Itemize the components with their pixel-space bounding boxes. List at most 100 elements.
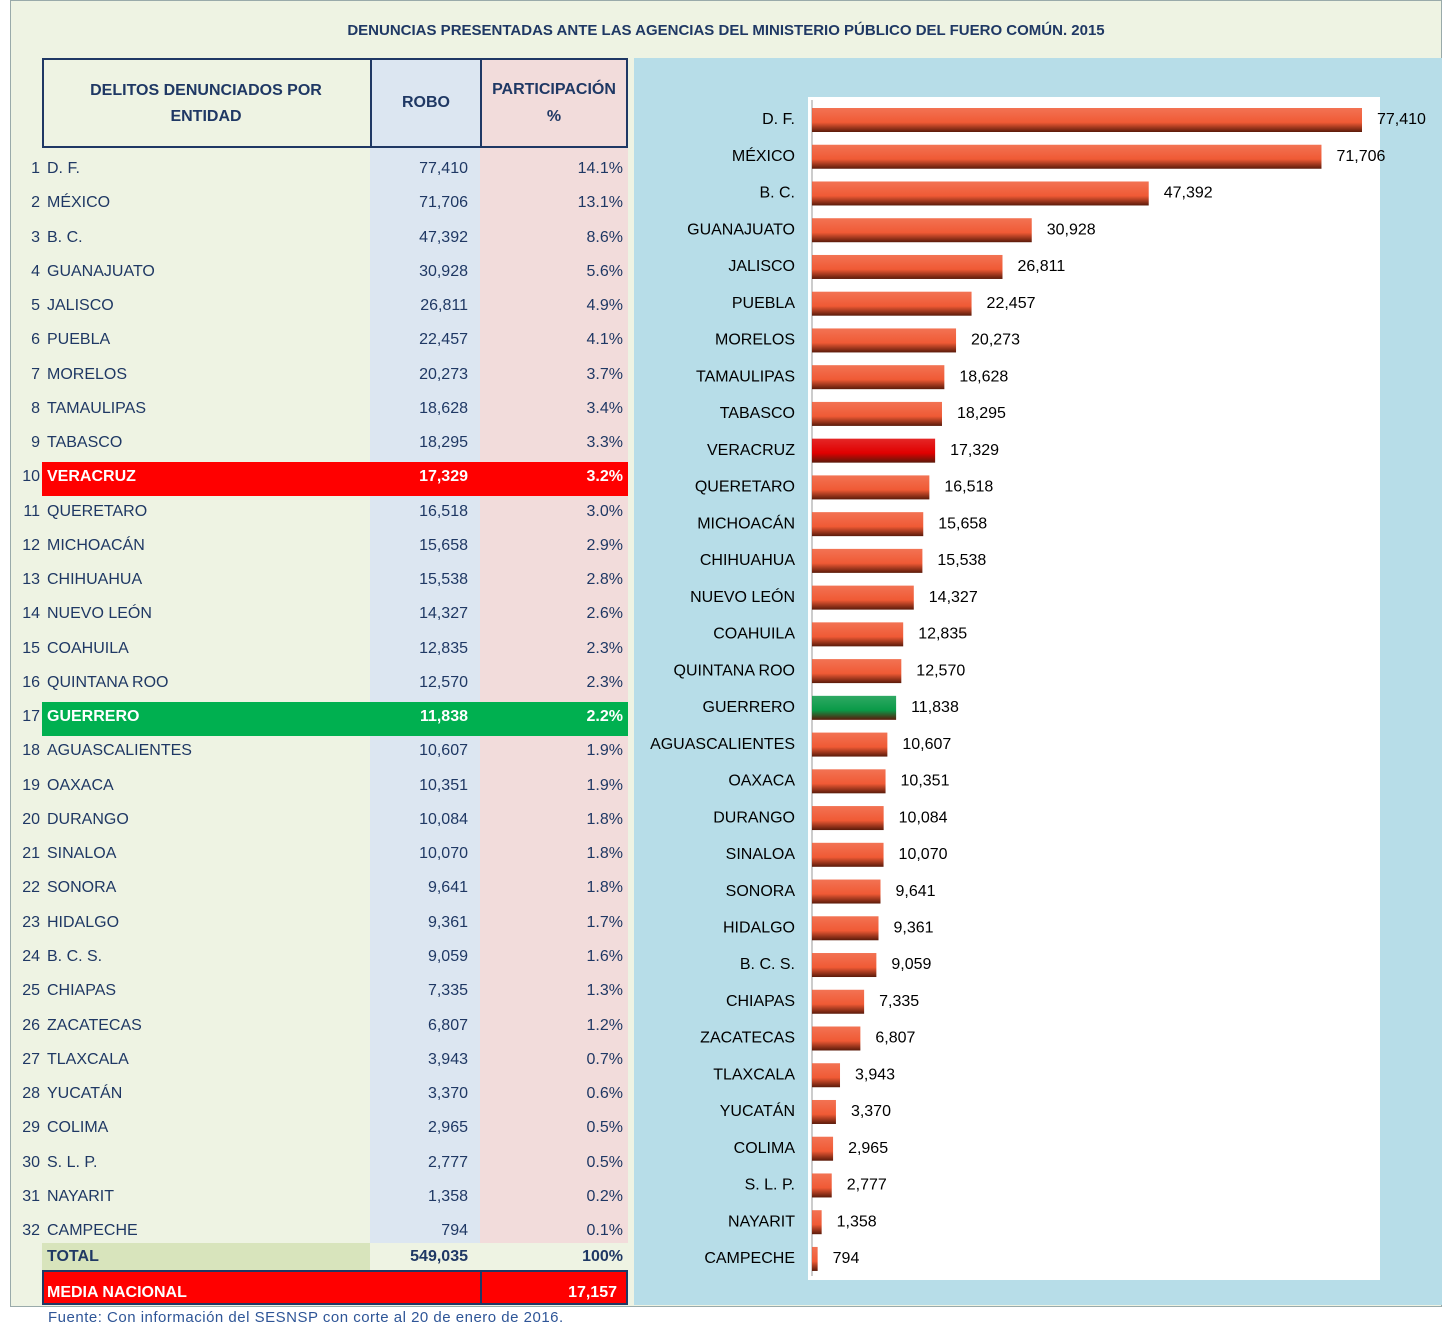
row-name: GUERRERO xyxy=(47,708,140,726)
row-name: CHIAPAS xyxy=(47,982,117,1000)
divider xyxy=(370,58,372,148)
bar xyxy=(812,695,897,720)
row-robo: 47,392 xyxy=(419,228,468,246)
row-name: MORELOS xyxy=(47,365,128,383)
row-name: ZACATECAS xyxy=(47,1016,142,1034)
row-pct: 0.6% xyxy=(586,1085,623,1103)
row-pct: 0.5% xyxy=(586,1153,623,1171)
row-robo: 77,410 xyxy=(419,160,468,177)
row-pct: 0.7% xyxy=(586,1050,623,1068)
row-number: 27 xyxy=(22,1050,40,1068)
row-name: QUINTANA ROO xyxy=(47,673,169,691)
row-robo: 9,641 xyxy=(427,879,468,897)
row-robo: 15,658 xyxy=(419,536,468,554)
row-pct: 1.8% xyxy=(586,810,623,828)
row-robo: 14,327 xyxy=(419,605,468,623)
bar xyxy=(812,1210,822,1235)
row-number: 29 xyxy=(22,1119,40,1137)
row-number: 15 xyxy=(22,639,40,657)
row-robo: 10,084 xyxy=(419,810,468,828)
row-pct: 4.1% xyxy=(586,331,623,349)
row-robo: 11,838 xyxy=(419,708,468,726)
bar xyxy=(812,401,942,426)
bar xyxy=(812,254,1003,279)
category-label: AGUASCALIENTES xyxy=(650,736,795,753)
media-label: MEDIA NACIONAL xyxy=(47,1284,187,1301)
value-label: 11,838 xyxy=(911,699,959,716)
row-name: VERACRUZ xyxy=(47,468,136,486)
value-label: 3,943 xyxy=(855,1066,895,1083)
row-robo: 6,807 xyxy=(427,1016,468,1034)
bar xyxy=(812,842,884,867)
row-number: 23 xyxy=(22,913,40,931)
bar xyxy=(812,291,972,316)
value-label: 16,518 xyxy=(944,479,993,496)
row-number: 13 xyxy=(22,571,40,589)
row-pct: 2.6% xyxy=(586,605,623,623)
row-name: B. C. xyxy=(47,228,83,246)
value-label: 26,811 xyxy=(1017,258,1065,275)
row-number: 26 xyxy=(22,1016,40,1034)
row-pct: 0.5% xyxy=(586,1119,623,1137)
category-label: NAYARIT xyxy=(728,1213,795,1230)
value-label: 20,273 xyxy=(971,332,1020,349)
category-label: GUANAJUATO xyxy=(687,221,795,238)
row-number: 7 xyxy=(31,365,40,383)
value-label: 18,295 xyxy=(957,405,1006,422)
row-number: 16 xyxy=(22,673,40,691)
value-label: 1,358 xyxy=(837,1213,877,1230)
title: DENUNCIAS PRESENTADAS ANTE LAS AGENCIAS … xyxy=(347,22,1105,39)
media-value: 17,157 xyxy=(568,1284,617,1301)
row-number: 18 xyxy=(22,742,40,760)
total-bg xyxy=(42,1243,370,1270)
row-number: 2 xyxy=(31,194,40,212)
row-name: CHIHUAHUA xyxy=(47,571,143,589)
row-pct: 2.3% xyxy=(586,639,623,657)
header: ROBO xyxy=(402,94,450,111)
row-robo: 10,351 xyxy=(419,776,468,794)
bar xyxy=(812,108,1362,132)
category-label: CHIAPAS xyxy=(726,993,795,1010)
media-bg xyxy=(42,1270,628,1305)
row-robo: 18,628 xyxy=(419,399,468,417)
category-label: ZACATECAS xyxy=(700,1030,795,1047)
value-label: 47,392 xyxy=(1164,185,1213,202)
bar xyxy=(812,769,886,794)
bar xyxy=(812,1136,834,1161)
row-name: NUEVO LEÓN xyxy=(47,605,152,623)
bar xyxy=(812,438,936,463)
category-label: TAMAULIPAS xyxy=(696,368,795,385)
category-label: DURANGO xyxy=(713,809,795,826)
category-label: QUINTANA ROO xyxy=(674,662,796,679)
row-robo: 18,295 xyxy=(419,434,468,452)
value-label: 10,351 xyxy=(901,773,950,790)
row-robo: 12,570 xyxy=(419,673,468,691)
row-name: SONORA xyxy=(47,879,117,897)
bar xyxy=(812,328,957,353)
row-pct: 2.3% xyxy=(586,673,623,691)
row-name: PUEBLA xyxy=(47,331,111,349)
category-label: QUERETARO xyxy=(695,479,795,496)
row-name: DURANGO xyxy=(47,810,129,828)
row-name: TLAXCALA xyxy=(47,1050,129,1068)
category-label: TABASCO xyxy=(720,405,795,422)
row-number: 20 xyxy=(22,810,40,828)
row-robo: 30,928 xyxy=(419,262,468,280)
row-name: CAMPECHE xyxy=(47,1222,138,1240)
value-label: 15,538 xyxy=(937,552,986,569)
divider xyxy=(480,1270,482,1305)
row-pct: 5.6% xyxy=(586,262,623,280)
row-highlight xyxy=(42,462,628,497)
bar xyxy=(812,879,881,904)
row-robo: 1,358 xyxy=(427,1187,468,1205)
value-label: 15,658 xyxy=(938,515,987,532)
row-robo: 26,811 xyxy=(420,297,468,315)
bar xyxy=(812,218,1032,243)
value-label: 71,706 xyxy=(1336,148,1385,165)
bar xyxy=(812,1026,861,1051)
row-number: 10 xyxy=(22,468,40,486)
row-robo: 15,538 xyxy=(419,571,468,589)
row-robo: 3,943 xyxy=(427,1050,468,1068)
category-label: YUCATÁN xyxy=(720,1101,795,1120)
